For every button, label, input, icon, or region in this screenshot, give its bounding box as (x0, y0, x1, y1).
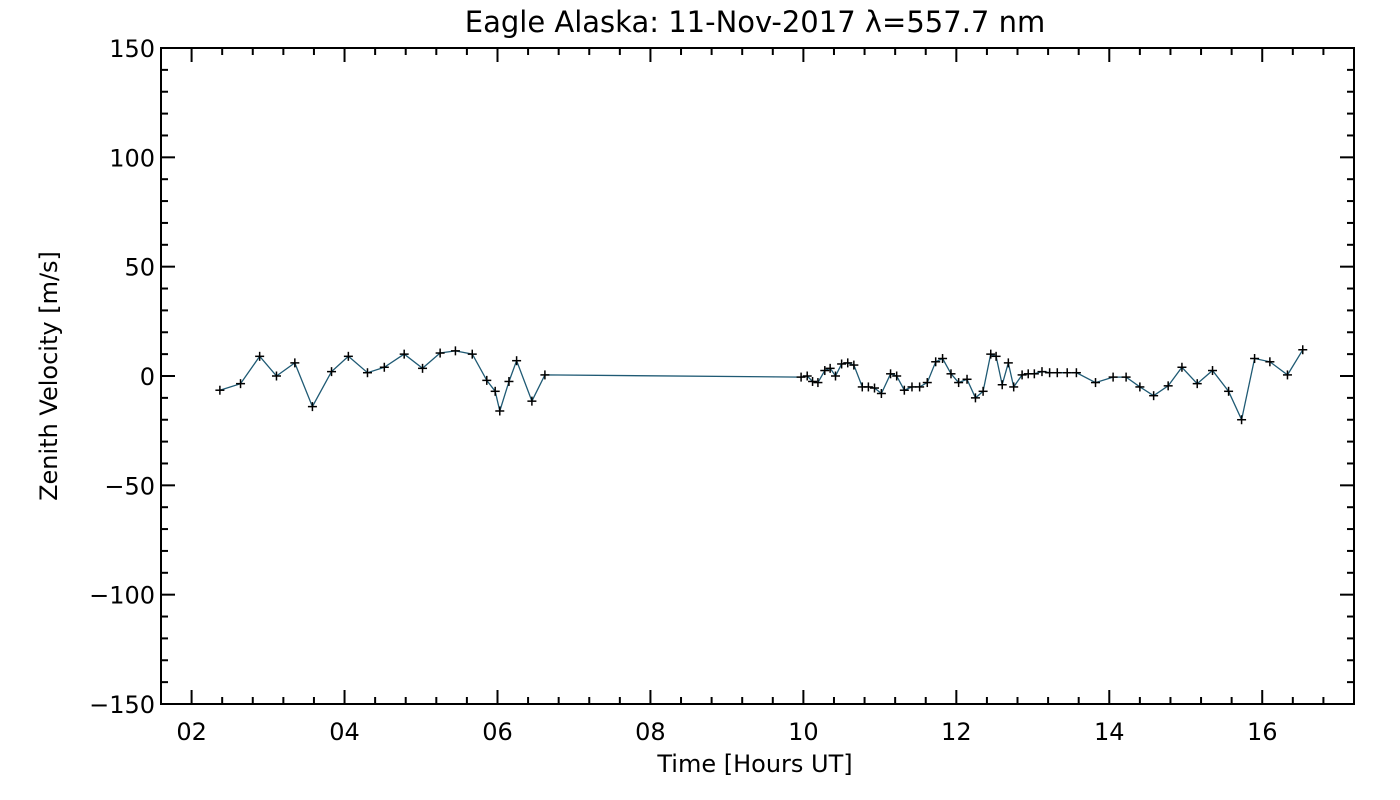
data-point-marker (1265, 357, 1275, 367)
data-point-marker (236, 379, 246, 389)
x-tick-label: 06 (482, 718, 513, 746)
data-point-marker (540, 370, 550, 380)
data-point-marker (991, 351, 1001, 361)
data-point-marker (362, 368, 372, 378)
data-point-marker (1250, 354, 1260, 364)
data-point-marker (1208, 366, 1218, 376)
data-point-marker (820, 366, 830, 376)
y-tick-label: 0 (140, 363, 155, 391)
data-point-marker (467, 349, 477, 359)
data-point-marker (1108, 372, 1118, 382)
data-point-marker (215, 385, 225, 395)
data-point-marker (482, 375, 492, 385)
data-point-marker (1149, 391, 1159, 401)
data-point-marker (978, 386, 988, 396)
x-tick-label: 14 (1094, 718, 1125, 746)
data-point-marker (970, 393, 980, 403)
x-tick-label: 16 (1247, 718, 1278, 746)
data-point-marker (886, 369, 896, 379)
data-point-marker (1121, 372, 1131, 382)
data-point-marker (796, 372, 806, 382)
x-tick-label: 12 (941, 718, 972, 746)
data-point-marker (1163, 381, 1173, 391)
data-point-marker (831, 371, 841, 381)
data-point-marker (255, 351, 265, 361)
data-point-marker (986, 349, 996, 359)
x-tick-label: 08 (635, 718, 666, 746)
data-point-marker (1192, 379, 1202, 389)
x-tick-label: 04 (329, 718, 360, 746)
data-point-marker (997, 380, 1007, 390)
data-point-marker (1045, 368, 1055, 378)
data-point-marker (1017, 370, 1027, 380)
data-point-marker (435, 348, 445, 358)
x-axis-label: Time [Hours UT] (656, 750, 852, 778)
series-velocity (215, 345, 1308, 425)
data-point-marker (899, 385, 909, 395)
data-point-marker (931, 357, 941, 367)
data-point-marker (1135, 382, 1145, 392)
data-point-marker (870, 383, 880, 393)
data-point-marker (946, 369, 956, 379)
data-point-marker (1037, 367, 1047, 377)
data-point-marker (954, 378, 964, 388)
data-point-marker (962, 374, 972, 384)
data-point-marker (490, 386, 500, 396)
y-tick-label: 50 (124, 254, 155, 282)
data-point-marker (1224, 386, 1234, 396)
data-point-marker (825, 363, 835, 373)
data-point-marker (1062, 368, 1072, 378)
data-point-marker (876, 388, 886, 398)
data-point-marker (813, 378, 823, 388)
x-tick-label: 02 (176, 718, 207, 746)
data-point-marker (892, 371, 902, 381)
y-tick-label: −50 (104, 472, 155, 500)
data-point-marker (843, 358, 853, 368)
data-point-marker (922, 378, 932, 388)
y-axis-label: Zenith Velocity [m/s] (35, 251, 63, 501)
axis-ticks (160, 47, 1355, 705)
data-point-marker (290, 358, 300, 368)
data-point-marker (1009, 382, 1019, 392)
data-point-marker (938, 354, 948, 364)
y-tick-label: 100 (109, 144, 155, 172)
y-tick-label: −150 (89, 691, 155, 719)
data-point-marker (808, 376, 818, 386)
data-point-marker (512, 356, 522, 366)
data-point-marker (837, 359, 847, 369)
chart-title: Eagle Alaska: 11-Nov-2017 λ=557.7 nm (465, 5, 1045, 39)
data-point-marker (1003, 358, 1013, 368)
x-tick-label: 10 (788, 718, 819, 746)
axis-tick-labels: 02 04 06 08 10 12 14 16 −150 −100 −50 0 50 100 150 (89, 35, 1277, 746)
data-point-marker (327, 367, 337, 377)
data-point-marker (802, 371, 812, 381)
data-point-marker (379, 362, 389, 372)
data-point-marker (271, 371, 281, 381)
data-point-marker (1282, 370, 1292, 380)
data-point-marker (915, 382, 925, 392)
data-point-marker (527, 396, 537, 406)
data-point-marker (307, 402, 317, 412)
data-point-marker (418, 363, 428, 373)
data-point-marker (450, 346, 460, 356)
data-point-marker (504, 376, 514, 386)
data-point-marker (1029, 369, 1039, 379)
data-point-marker (495, 406, 505, 416)
data-point-marker (863, 382, 873, 392)
data-point-marker (907, 382, 917, 392)
data-point-marker (1177, 362, 1187, 372)
data-point-marker (343, 351, 353, 361)
data-point-marker (1091, 378, 1101, 388)
data-point-marker (1237, 415, 1247, 425)
y-tick-label: −100 (89, 582, 155, 610)
data-point-marker (1052, 368, 1062, 378)
y-tick-label: 150 (109, 35, 155, 63)
data-point-marker (1071, 368, 1081, 378)
data-point-marker (1298, 345, 1308, 355)
data-point-marker (399, 349, 409, 359)
data-point-marker (849, 360, 859, 370)
